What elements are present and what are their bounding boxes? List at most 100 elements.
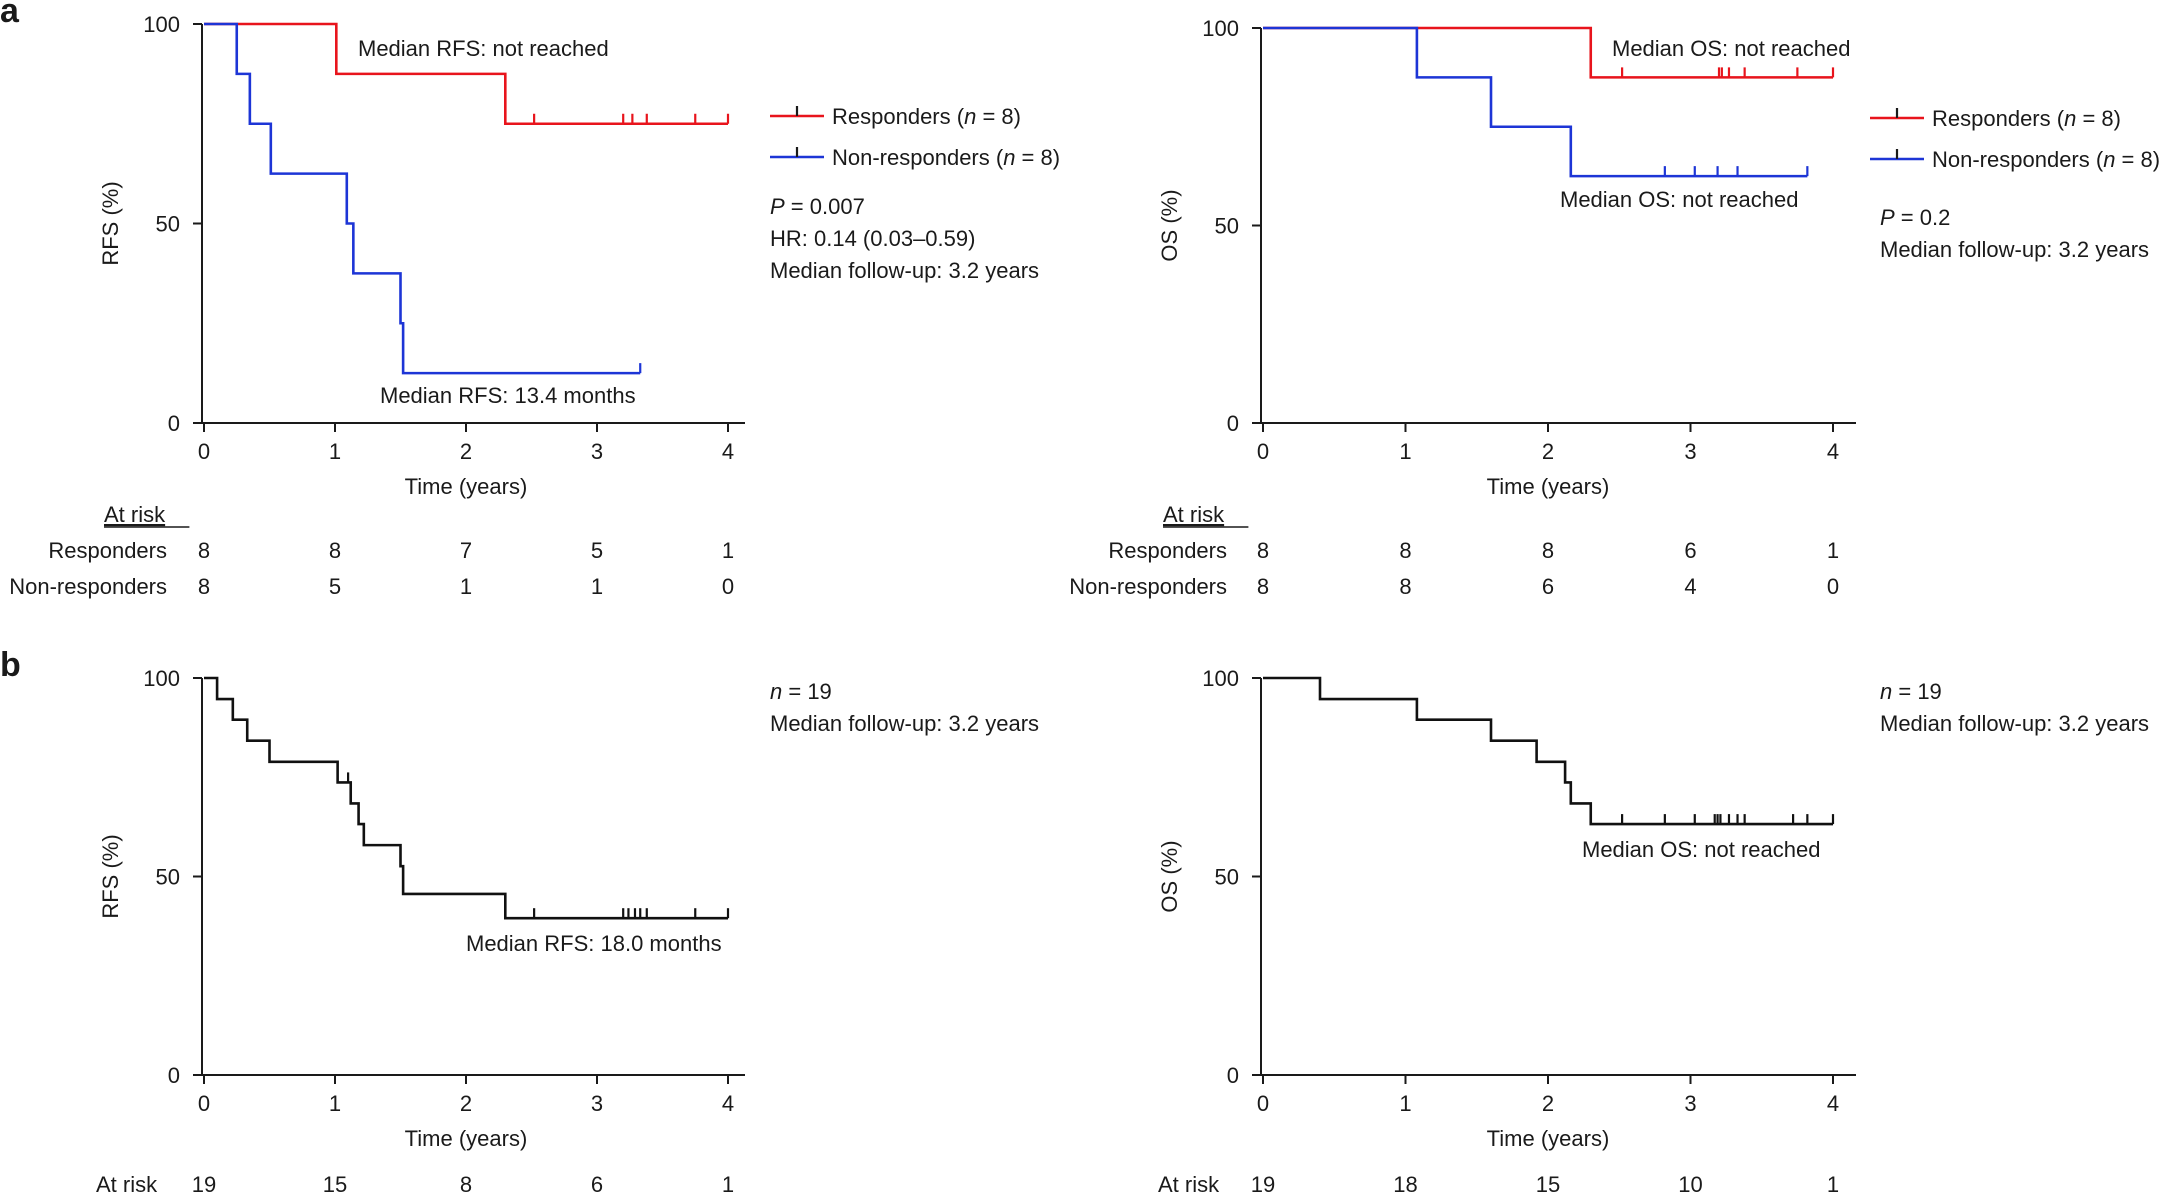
y-tick-label: 100: [143, 12, 180, 37]
y-tick-label: 0: [168, 411, 180, 436]
at-risk-value: 1: [722, 538, 734, 563]
at-risk-value: 6: [1684, 538, 1696, 563]
at-risk-row-label: Non-responders: [9, 574, 167, 599]
km-curve-series-1: [204, 22, 641, 375]
median-annotation: Median RFS: not reached: [358, 36, 609, 61]
x-tick-label: 2: [1542, 1091, 1554, 1116]
at-risk-value: 8: [198, 538, 210, 563]
at-risk-value: 1: [1827, 1172, 1839, 1197]
at-risk-value: 8: [1399, 538, 1411, 563]
panel-label-a: a: [0, 0, 20, 30]
stats-line-part: P: [770, 194, 785, 219]
x-tick-label: 0: [1257, 1091, 1269, 1116]
x-tick-label: 1: [1399, 1091, 1411, 1116]
at-risk-value: 0: [722, 574, 734, 599]
legend-label: Responders (n = 8): [1932, 106, 2121, 131]
stats-line-part: Median follow-up: 3.2 years: [1880, 711, 2149, 736]
at-risk-value: 5: [591, 538, 603, 563]
x-tick-label: 2: [460, 439, 472, 464]
x-tick-label: 4: [722, 1091, 734, 1116]
legend-label: Non-responders (n = 8): [832, 145, 1060, 170]
y-axis-label: RFS (%): [98, 834, 123, 918]
stats-line: Median follow-up: 3.2 years: [1880, 237, 2149, 262]
legend-label-part: n: [2064, 106, 2076, 131]
x-axis-label: Time (years): [405, 1126, 528, 1151]
y-tick-label: 50: [1215, 214, 1239, 239]
at-risk-value: 5: [329, 574, 341, 599]
x-tick-label: 4: [1827, 439, 1839, 464]
km-curve-series-0: [1263, 26, 1833, 79]
y-axis-label: OS (%): [1157, 840, 1182, 912]
x-tick-label: 3: [591, 439, 603, 464]
x-tick-label: 0: [198, 1091, 210, 1116]
x-axis-label: Time (years): [405, 474, 528, 499]
at-risk-header: At risk: [1158, 1172, 1220, 1197]
y-tick-label: 0: [1227, 1063, 1239, 1088]
x-tick-label: 0: [1257, 439, 1269, 464]
legend-label: Responders (n = 8): [832, 104, 1021, 129]
legend-label-part: = 8): [2076, 106, 2121, 131]
at-risk-row-label: Responders: [1108, 538, 1227, 563]
y-axis-label: RFS (%): [98, 181, 123, 265]
legend-label-part: Non-responders (: [832, 145, 1004, 170]
x-tick-label: 4: [722, 439, 734, 464]
legend-label-part: n: [964, 104, 976, 129]
at-risk-value: 4: [1684, 574, 1696, 599]
at-risk-header: At risk: [96, 1172, 158, 1197]
at-risk-row-label: Non-responders: [1069, 574, 1227, 599]
stats-line: P = 0.007: [770, 194, 865, 219]
x-tick-label: 3: [1684, 439, 1696, 464]
at-risk-value: 15: [323, 1172, 347, 1197]
y-tick-label: 0: [168, 1063, 180, 1088]
y-tick-label: 50: [156, 212, 180, 237]
stats-line-part: Median follow-up: 3.2 years: [770, 711, 1039, 736]
stats-line: Median follow-up: 3.2 years: [770, 258, 1039, 283]
stats-line-part: Median follow-up: 3.2 years: [770, 258, 1039, 283]
x-tick-label: 3: [591, 1091, 603, 1116]
at-risk-row-label: Responders: [48, 538, 167, 563]
legend-label-part: Responders (: [1932, 106, 2065, 131]
y-tick-label: 0: [1227, 411, 1239, 436]
x-axis-label: Time (years): [1487, 474, 1610, 499]
legend-label-part: Non-responders (: [1932, 147, 2104, 172]
x-tick-label: 2: [460, 1091, 472, 1116]
median-annotation: Median RFS: 18.0 months: [466, 931, 722, 956]
stats-line-part: = 19: [782, 679, 832, 704]
stats-line: Median follow-up: 3.2 years: [770, 711, 1039, 736]
at-risk-value: 8: [198, 574, 210, 599]
at-risk-value: 8: [460, 1172, 472, 1197]
at-risk-value: 8: [329, 538, 341, 563]
km-curve-series-0: [204, 22, 728, 126]
stats-line: HR: 0.14 (0.03–0.59): [770, 226, 975, 251]
median-annotation: Median OS: not reached: [1582, 837, 1820, 862]
at-risk-value: 1: [1827, 538, 1839, 563]
legend-label-part: Responders (: [832, 104, 965, 129]
km-curve-series-0: [1263, 676, 1833, 826]
stats-line-part: P: [1880, 205, 1895, 230]
at-risk-value: 8: [1257, 574, 1269, 599]
x-tick-label: 2: [1542, 439, 1554, 464]
at-risk-value: 8: [1399, 574, 1411, 599]
panel-label-b: b: [0, 646, 21, 684]
at-risk-value: 18: [1393, 1172, 1417, 1197]
stats-line: Median follow-up: 3.2 years: [1880, 711, 2149, 736]
y-tick-label: 100: [1202, 666, 1239, 691]
y-tick-label: 50: [1215, 865, 1239, 890]
median-annotation: Median OS: not reached: [1612, 36, 1850, 61]
stats-line-part: HR: 0.14 (0.03–0.59): [770, 226, 975, 251]
legend-label-part: n: [1003, 145, 1015, 170]
stats-line-part: = 19: [1892, 679, 1942, 704]
stats-line-part: = 0.2: [1895, 205, 1951, 230]
y-axis-label: OS (%): [1157, 189, 1182, 261]
at-risk-value: 0: [1827, 574, 1839, 599]
at-risk-value: 6: [591, 1172, 603, 1197]
at-risk-value: 7: [460, 538, 472, 563]
stats-line-part: Median follow-up: 3.2 years: [1880, 237, 2149, 262]
stats-line-part: = 0.007: [785, 194, 865, 219]
at-risk-value: 6: [1542, 574, 1554, 599]
at-risk-header: At risk: [1163, 502, 1225, 527]
legend-label-part: = 8): [1015, 145, 1060, 170]
stats-line-part: n: [770, 679, 782, 704]
x-tick-label: 1: [329, 439, 341, 464]
